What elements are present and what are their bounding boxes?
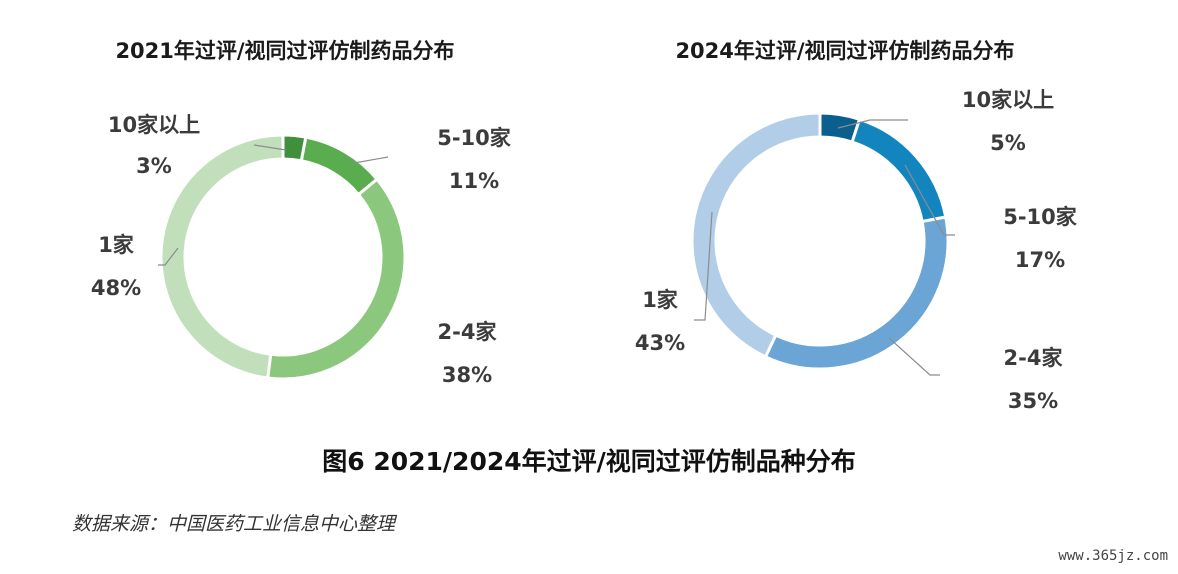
slice-name-0-3: 1家 [98, 233, 135, 257]
slice-percent-1-2: 35% [1008, 389, 1058, 413]
slice-name-1-3: 1家 [642, 288, 679, 312]
leader-line-0-0 [253, 144, 287, 151]
slice-percent-0-3: 48% [91, 276, 141, 300]
watermark: www.365jz.com [1058, 548, 1168, 564]
source-note: 数据来源：中国医药工业信息中心整理 [72, 513, 398, 535]
leader-line-1-3 [694, 211, 713, 321]
slice-percent-1-1: 17% [1015, 248, 1065, 272]
leader-line-0-3 [158, 247, 179, 266]
chart-title-2024: 2024年过评/视同过评仿制药品分布 [675, 39, 1014, 63]
slice-0-3 [159, 133, 285, 380]
slice-name-0-1: 5-10家 [437, 126, 512, 150]
slice-percent-1-3: 43% [635, 331, 685, 355]
slice-name-1-1: 5-10家 [1003, 205, 1078, 229]
leader-line-0-1 [353, 156, 389, 164]
figure-caption: 图6 2021/2024年过评/视同过评仿制品种分布 [322, 447, 856, 476]
leader-line-1-0 [837, 119, 908, 129]
slice-0-2 [266, 177, 407, 381]
leader-line-1-2 [888, 337, 940, 376]
slice-name-0-0: 10家以上 [108, 113, 200, 137]
slice-percent-0-2: 38% [442, 363, 492, 387]
donut-chart-2024: 2024年过评/视同过评仿制药品分布 10家以上 5% 5-10家 17% 2-4家 35… [635, 39, 1078, 413]
chart-title-2021: 2021年过评/视同过评仿制药品分布 [115, 39, 454, 63]
leader-line-1-1 [904, 164, 955, 236]
donut-chart-2021: 2021年过评/视同过评仿制药品分布 10家以上 3% 5-10家 11% 2-4家 38… [91, 39, 512, 387]
slice-percent-0-0: 3% [136, 154, 172, 178]
slice-0-1 [299, 135, 380, 197]
slice-percent-1-0: 5% [990, 131, 1026, 155]
slice-1-2 [763, 215, 950, 371]
slice-percent-0-1: 11% [449, 169, 499, 193]
slice-1-3 [690, 111, 822, 359]
slice-1-1 [850, 117, 948, 224]
slice-name-1-2: 2-4家 [1004, 346, 1064, 370]
slice-name-1-0: 10家以上 [962, 88, 1054, 112]
slice-name-0-2: 2-4家 [438, 320, 498, 344]
